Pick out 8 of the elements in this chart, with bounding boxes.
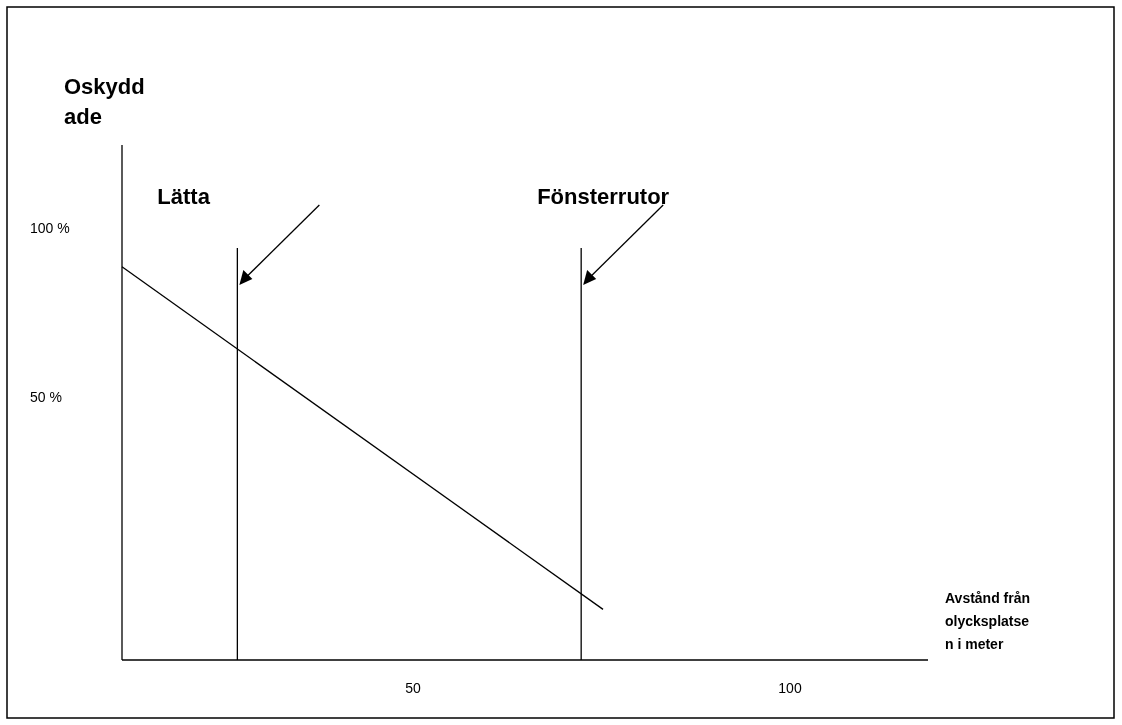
x-axis-title: Avstånd från olycksplatsen i meter xyxy=(945,590,1031,652)
x-tick-label: 100 xyxy=(778,680,802,696)
y-tick-label: 50 % xyxy=(30,388,62,405)
ref-line-label: Fönsterrutor xyxy=(537,184,670,209)
y-axis-title: Oskyddade xyxy=(64,74,145,129)
x-tick-label: 50 xyxy=(405,680,422,696)
y-tick-label: 100 % xyxy=(30,219,70,236)
ref-line-label: Lätta xyxy=(157,184,211,209)
